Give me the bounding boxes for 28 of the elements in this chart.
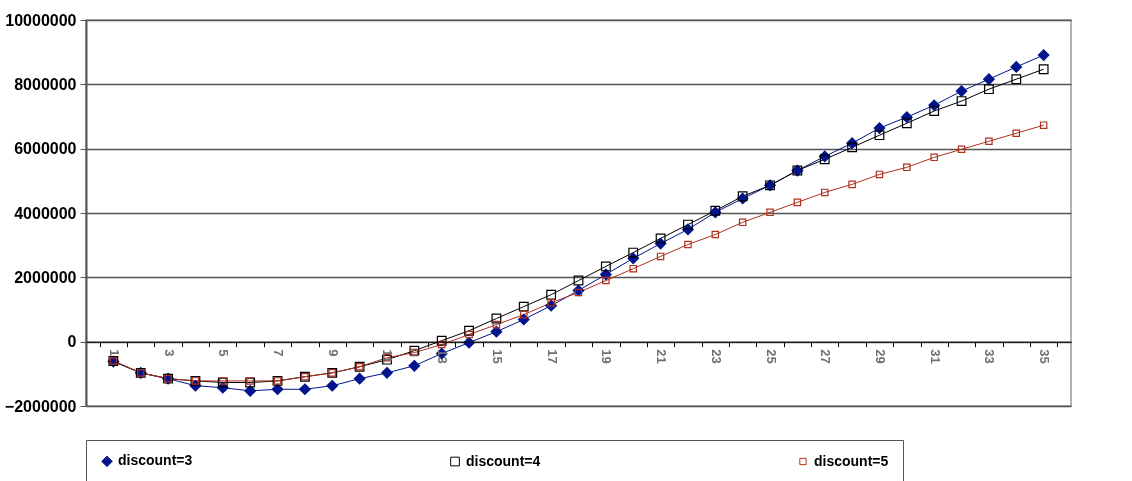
x-tick-label: 9 (325, 349, 341, 357)
y-tick-label: 4000000 (14, 204, 77, 222)
y-tick-label: 0 (67, 333, 77, 351)
x-tick-label: 15 (489, 349, 505, 364)
x-tick-label: 1 (106, 349, 122, 357)
x-tick-label: 35 (1037, 349, 1053, 364)
legend-label: discount=3 (118, 452, 193, 469)
y-tick-label: −2000000 (4, 397, 77, 415)
x-tick-label: 29 (872, 349, 888, 364)
x-tick-label: 7 (271, 349, 287, 357)
x-tick-label: 33 (982, 349, 998, 364)
y-tick-label: 8000000 (14, 75, 77, 93)
x-tick-label: 3 (161, 349, 177, 357)
y-tick-label: 6000000 (14, 140, 77, 158)
x-tick-label: 17 (544, 349, 560, 364)
x-tick-label: 13 (435, 349, 451, 364)
x-tick-label: 5 (216, 349, 232, 357)
x-tick-label: 31 (927, 349, 943, 364)
x-tick-label: 25 (763, 349, 779, 364)
x-tick-label: 11 (380, 349, 396, 363)
x-tick-label: 19 (599, 349, 615, 364)
x-tick-label: 21 (654, 349, 670, 364)
legend-label: discount=4 (466, 452, 541, 469)
y-tick-label: 10000000 (5, 11, 77, 29)
y-tick-label: 2000000 (14, 268, 77, 286)
legend-label: discount=5 (814, 452, 889, 469)
x-tick-label: 27 (818, 349, 834, 364)
x-tick-label: 23 (708, 349, 724, 364)
